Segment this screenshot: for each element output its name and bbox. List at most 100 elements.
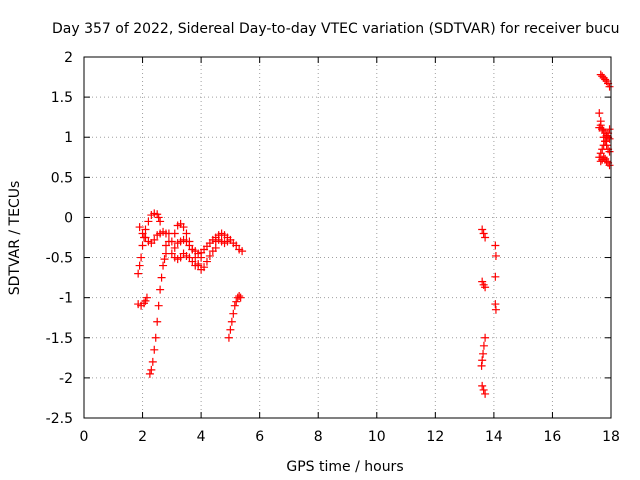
y-tick-label: -2.5 (46, 411, 73, 427)
y-tick-label: 0 (64, 210, 73, 226)
data-point-arc-i (235, 292, 244, 301)
data-point-arc-b (150, 235, 159, 244)
data-point-arc-m (478, 381, 487, 390)
data-point-arc-a (134, 269, 143, 278)
data-point-arc-d (156, 285, 165, 294)
data-point-arc-a (144, 217, 153, 226)
y-tick-label: -2 (59, 371, 73, 387)
data-point-arc-h (232, 241, 241, 250)
data-point-arc-b (138, 229, 147, 238)
x-tick-label: 14 (485, 429, 503, 445)
data-point-arc-t (602, 157, 611, 166)
data-point-arc-d (160, 255, 169, 264)
data-point-arc-s (605, 125, 614, 134)
tick-labels: 0 2 4 6 8 10 12 14 16 18 -2.5 -2 -1.5 -1 -0.5 0 0.5 1 1.5 2 (46, 50, 620, 445)
y-tick-label: 1.5 (51, 90, 73, 106)
data-point-arc-h (238, 247, 247, 256)
data-point-arc-e (170, 229, 179, 238)
data-point-arc-d (157, 273, 166, 282)
data-point-arc-q (601, 75, 610, 84)
data-point-arc-g (197, 253, 206, 262)
y-tick-label: 1 (64, 130, 73, 146)
y-tick-label: -1 (59, 291, 73, 307)
x-tick-label: 10 (368, 429, 386, 445)
x-tick-label: 12 (426, 429, 444, 445)
data-point-arc-p (491, 305, 500, 314)
data-point-arc-m (479, 385, 488, 394)
x-tick-label: 2 (138, 429, 147, 445)
y-axis-label: SDTVAR / TECUs (7, 181, 23, 296)
data-point-arc-b (135, 223, 144, 232)
data-point-arc-a (141, 225, 150, 234)
data-point-arc-f (170, 243, 179, 252)
data-point-arc-n (491, 241, 500, 250)
data-point-arc-k (481, 283, 490, 292)
data-point-arc-f (185, 241, 194, 250)
data-point-arc-u (605, 134, 614, 143)
y-tick-label: -1.5 (46, 331, 73, 347)
data-point-arc-g (176, 253, 185, 262)
x-tick-label: 8 (314, 429, 323, 445)
data-point-arc-i (229, 309, 238, 318)
data-point-arc-f (167, 249, 176, 258)
y-tick-label: 2 (64, 50, 73, 66)
data-point-arc-e (205, 251, 214, 260)
grid-lines (84, 57, 611, 418)
data-point-arc-a (137, 253, 146, 262)
data-point-arc-b (141, 233, 150, 242)
data-point-arc-a (135, 261, 144, 270)
y-tick-label: 0.5 (51, 170, 73, 186)
data-point-arc-l (481, 333, 490, 342)
data-point-arc-i (224, 333, 233, 342)
data-point-arc-r (595, 109, 604, 118)
data-point-arc-e (161, 241, 170, 250)
data-point-arc-j (479, 229, 488, 238)
data-point-arc-e (200, 263, 209, 272)
data-point-arc-i (232, 297, 241, 306)
x-tick-label: 16 (544, 429, 562, 445)
data-point-arc-n (491, 251, 500, 260)
data-point-arc-u (596, 121, 605, 130)
data-point-arc-q (605, 82, 614, 91)
data-point-arc-a (156, 217, 165, 226)
data-point-arc-o (491, 272, 500, 281)
data-point-arc-s (596, 149, 605, 158)
axis-ticks (83, 56, 612, 419)
data-point-arc-i (227, 317, 236, 326)
data-point-arc-d (154, 301, 163, 310)
x-tick-label: 4 (197, 429, 206, 445)
data-point-arc-d (159, 261, 168, 270)
data-point-arc-s (601, 137, 610, 146)
data-point-arc-j (481, 233, 490, 242)
data-point-arc-l (479, 341, 488, 350)
x-axis-label: GPS time / hours (286, 459, 403, 475)
x-tick-label: 0 (80, 429, 89, 445)
data-point-arc-e (182, 229, 191, 238)
data-point-arc-r (605, 147, 614, 156)
data-point-arc-i (236, 293, 245, 302)
data-point-arc-u (598, 125, 607, 134)
data-points (134, 70, 614, 398)
data-point-arc-d (153, 317, 162, 326)
data-point-arc-t (605, 161, 614, 170)
data-point-arc-t (599, 153, 608, 162)
plot-frame (83, 56, 612, 419)
data-point-arc-j (478, 225, 487, 234)
x-tick-label: 18 (602, 429, 620, 445)
data-point-arc-f (182, 237, 191, 246)
data-point-arc-s (599, 141, 608, 150)
data-point-arc-a (154, 213, 163, 222)
x-tick-label: 6 (255, 429, 264, 445)
data-point-arc-l (478, 356, 487, 365)
data-point-arc-g (194, 259, 203, 268)
data-point-arc-e (167, 237, 176, 246)
data-point-arc-e (202, 257, 211, 266)
data-point-arc-d (147, 365, 156, 374)
data-point-arc-d (151, 333, 160, 342)
data-point-arc-g (185, 253, 194, 262)
y-tick-label: -0.5 (46, 251, 73, 267)
data-point-arc-e (179, 223, 188, 232)
data-point-arc-c (142, 293, 151, 302)
data-point-arc-l (479, 349, 488, 358)
chart-title: Day 357 of 2022, Sidereal Day-to-day VTE… (52, 21, 620, 37)
